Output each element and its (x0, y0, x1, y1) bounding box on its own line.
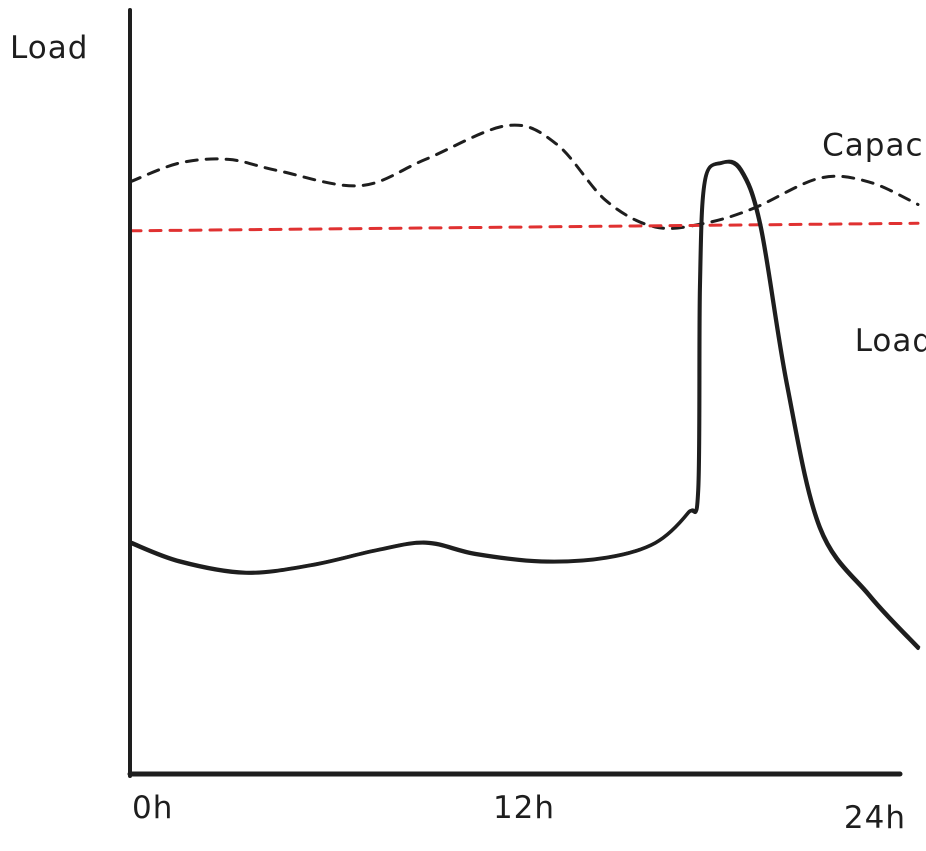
series-layer (128, 123, 921, 650)
y-axis-label: Load (10, 30, 88, 66)
series-line-load-overstroke (130, 159, 921, 649)
annotation-capacity: Capacity (822, 127, 926, 163)
series-line-capacity (128, 123, 920, 230)
annotation-load: Load (855, 323, 926, 359)
series-line-load (128, 160, 920, 650)
text-layer: Load 0h 12h 24h Capacity Load (10, 30, 926, 836)
x-tick-label-12h: 12h (493, 790, 555, 826)
x-tick-label-0h: 0h (132, 790, 173, 826)
axes-layer (127, 8, 903, 778)
series-line-threshold (128, 221, 920, 233)
x-tick-label-24h: 24h (844, 800, 906, 836)
